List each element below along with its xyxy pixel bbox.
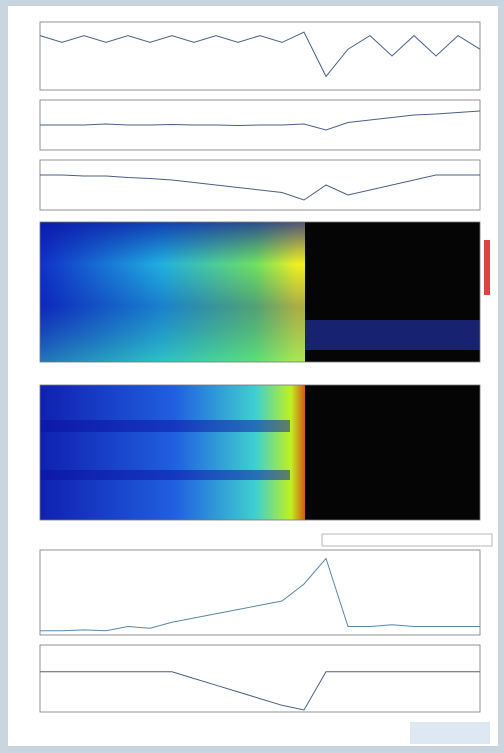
panel-frame <box>39 21 481 91</box>
logo <box>410 722 490 744</box>
spectrogram-2 <box>39 384 493 547</box>
line-series <box>39 31 481 78</box>
panel-frame <box>39 549 481 636</box>
panel-frame <box>39 221 481 363</box>
spectrogram-dark <box>305 385 480 520</box>
colorbar <box>484 240 490 295</box>
spectrogram-shade <box>40 222 310 362</box>
spectrogram-band <box>40 470 290 480</box>
panel-frame <box>39 159 481 211</box>
legend-strip <box>321 533 493 547</box>
spectrogram-band <box>305 320 480 350</box>
spectrogram-image <box>40 385 310 520</box>
panel-frame <box>39 384 481 521</box>
panel-frame <box>39 644 481 713</box>
line-series <box>40 671 480 711</box>
line-series <box>40 110 481 131</box>
line-panels <box>39 21 481 713</box>
line-series <box>40 557 480 632</box>
spectrogram-1 <box>39 221 490 363</box>
line-series <box>40 174 480 201</box>
spectrogram-band <box>40 420 290 432</box>
